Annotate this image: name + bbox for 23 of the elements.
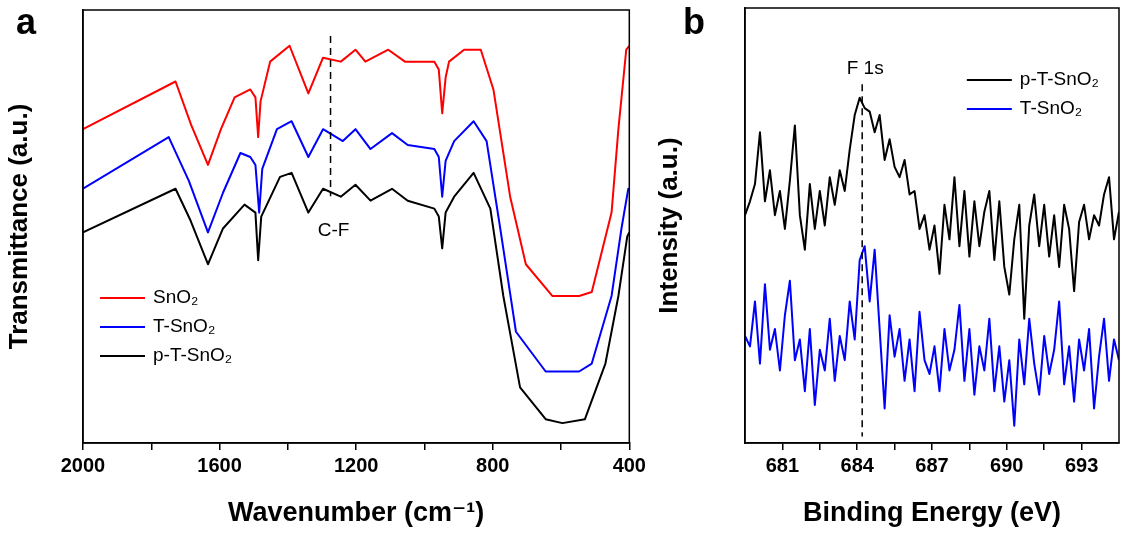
legend-label: SnO₂	[153, 286, 199, 308]
legend-label: p-T-SnO₂	[153, 344, 233, 366]
x-tick-label: 1200	[333, 453, 379, 476]
x-tick-label: 693	[1064, 453, 1099, 476]
y-axis-title: Intensity (a.u.)	[652, 137, 683, 314]
x-tick-label: 400	[612, 453, 646, 476]
ref-line-label: C-F	[317, 219, 350, 241]
legend-label: T-SnO₂	[153, 315, 216, 337]
x-tick-label: 1600	[197, 453, 242, 476]
x-tick-label: 800	[476, 453, 510, 476]
x-tick-label: 2000	[60, 453, 106, 476]
x-tick-label: 681	[765, 453, 800, 476]
y-axis-title: Transmittance (a.u.)	[2, 103, 33, 350]
x-tick-label: 687	[915, 453, 949, 476]
legend-label: p-T-SnO₂	[1019, 68, 1100, 90]
x-axis-title: Binding Energy (eV)	[802, 497, 1062, 528]
ref-line-label: F 1s	[846, 57, 884, 79]
chart-title: b	[683, 1, 705, 42]
x-tick-label: 684	[840, 453, 875, 476]
legend-label: T-SnO₂	[1019, 97, 1083, 119]
chart-title: a	[16, 1, 37, 42]
x-tick-label: 690	[990, 453, 1024, 476]
x-axis-title: Wavenumber (cm⁻¹)	[228, 497, 485, 528]
